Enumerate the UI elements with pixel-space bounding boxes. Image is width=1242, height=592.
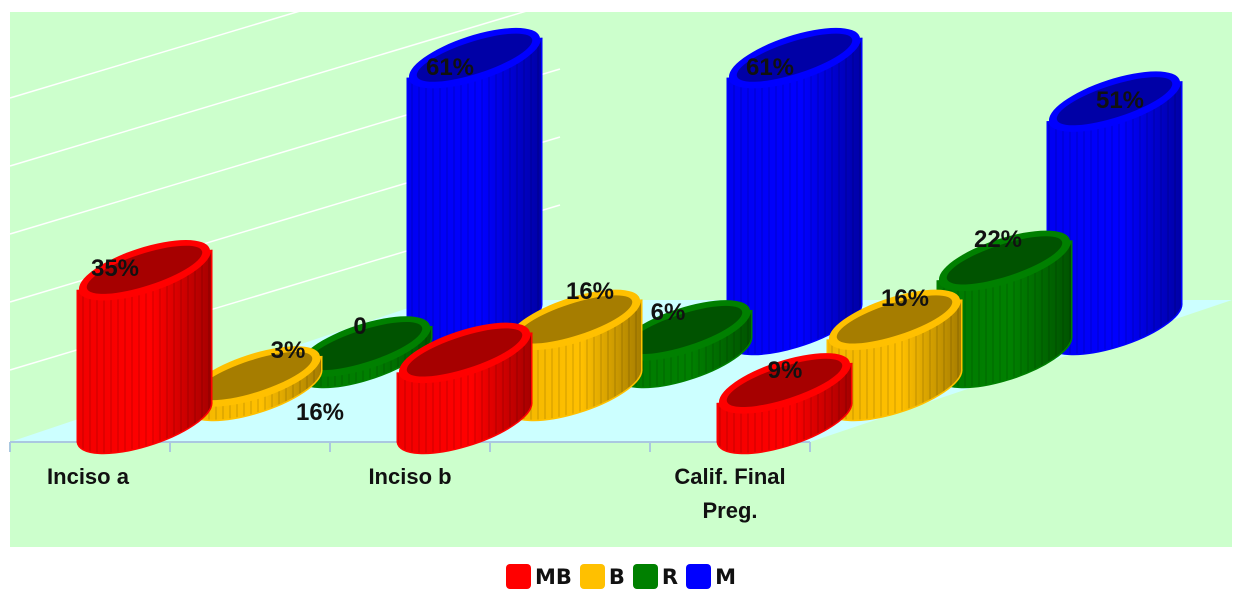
bar-MB-0 bbox=[76, 240, 213, 455]
bar-top-inner bbox=[836, 295, 953, 344]
bar-shade bbox=[508, 299, 642, 420]
bar-top bbox=[718, 353, 851, 413]
bar-shade bbox=[718, 362, 852, 453]
bar-top bbox=[828, 289, 961, 350]
bar-top-inner bbox=[516, 295, 633, 344]
data-label-B-0: 3% bbox=[271, 337, 306, 364]
bar-top bbox=[398, 322, 531, 383]
bar-R-2 bbox=[936, 230, 1073, 389]
legend-label: MB bbox=[535, 564, 572, 589]
bar-M-2 bbox=[1046, 71, 1183, 356]
legend-item-B: B bbox=[579, 564, 625, 589]
data-label-R-2: 22% bbox=[974, 226, 1022, 253]
data-label-B-1: 16% bbox=[566, 278, 614, 305]
bar-top bbox=[188, 346, 321, 406]
category-label: Inciso b bbox=[368, 464, 451, 489]
bar-R-0 bbox=[296, 316, 433, 389]
legend-item-MB: MB bbox=[506, 564, 572, 589]
category-label-line2: Preg. bbox=[702, 498, 757, 523]
data-label-MB-0: 35% bbox=[91, 255, 139, 282]
bar-top bbox=[618, 300, 751, 360]
bar-top bbox=[408, 27, 541, 88]
bar-top-inner bbox=[416, 33, 533, 82]
legend-item-M: M bbox=[686, 564, 736, 589]
bar-top bbox=[298, 316, 431, 376]
legend-label: R bbox=[661, 564, 679, 589]
gridline bbox=[9, 0, 561, 167]
bar-shade bbox=[398, 332, 532, 453]
bar-B-2 bbox=[826, 289, 963, 422]
bar-M-0 bbox=[406, 27, 543, 356]
bar-top bbox=[508, 289, 641, 350]
bar-shade bbox=[618, 310, 752, 387]
category-labels: Inciso a Inciso b Calif. Final Preg. bbox=[47, 464, 786, 523]
legend-item-R: R bbox=[632, 564, 679, 589]
legend: MB B R M bbox=[0, 564, 1242, 589]
bar-top-inner bbox=[736, 33, 853, 82]
category-label: Calif. Final bbox=[674, 464, 785, 489]
legend-swatch bbox=[686, 564, 712, 589]
data-label-M-2: 51% bbox=[1096, 87, 1144, 114]
legend-swatch bbox=[579, 564, 605, 589]
bar-top bbox=[1048, 71, 1181, 131]
legend-label: M bbox=[715, 564, 736, 589]
bar-shade bbox=[728, 37, 862, 354]
bar-MB-1 bbox=[396, 322, 533, 455]
legend-label: B bbox=[608, 564, 625, 589]
gridline bbox=[9, 0, 340, 99]
bar-shade bbox=[408, 37, 542, 354]
bar-top-inner bbox=[626, 305, 743, 355]
bar-shade bbox=[78, 249, 212, 453]
bar-shade bbox=[938, 240, 1072, 387]
bar-shade bbox=[828, 299, 962, 420]
bar-top-inner bbox=[306, 321, 423, 371]
data-label-M-0: 61% bbox=[426, 54, 474, 81]
bar-MB-2 bbox=[716, 353, 853, 455]
chart-canvas: 35% 16% 9% 3% 16% 16% 0 6% 22% 61% 61% 51% Inciso a… bbox=[9, 0, 1232, 547]
data-label-R-0: 0 bbox=[353, 313, 366, 340]
legend-swatch bbox=[506, 564, 531, 589]
bar-top-inner bbox=[726, 358, 843, 408]
bar-top bbox=[78, 240, 211, 300]
bar-M-1 bbox=[726, 27, 863, 356]
bars-group: 35% 16% 9% 3% 16% 16% 0 6% 22% 61% 61% 51% bbox=[76, 27, 1183, 455]
bar-B-1 bbox=[506, 289, 643, 422]
bar-R-1 bbox=[616, 300, 753, 389]
bar-top bbox=[728, 27, 861, 88]
data-label-B-2: 16% bbox=[881, 285, 929, 312]
data-label-M-1: 61% bbox=[746, 54, 794, 81]
data-label-R-1: 6% bbox=[651, 299, 686, 326]
bar-top-inner bbox=[1056, 77, 1173, 126]
legend-swatch bbox=[632, 564, 658, 589]
bar-top bbox=[938, 230, 1071, 291]
category-label: Inciso a bbox=[47, 464, 130, 489]
bar-top-inner bbox=[946, 236, 1063, 285]
bar-top-inner bbox=[406, 328, 523, 377]
bar-top-inner bbox=[86, 245, 203, 294]
bar-top-inner bbox=[196, 351, 313, 401]
bar-shade bbox=[1048, 81, 1182, 354]
data-label-MB-1: 16% bbox=[296, 399, 344, 426]
data-label-MB-2: 9% bbox=[768, 357, 803, 384]
